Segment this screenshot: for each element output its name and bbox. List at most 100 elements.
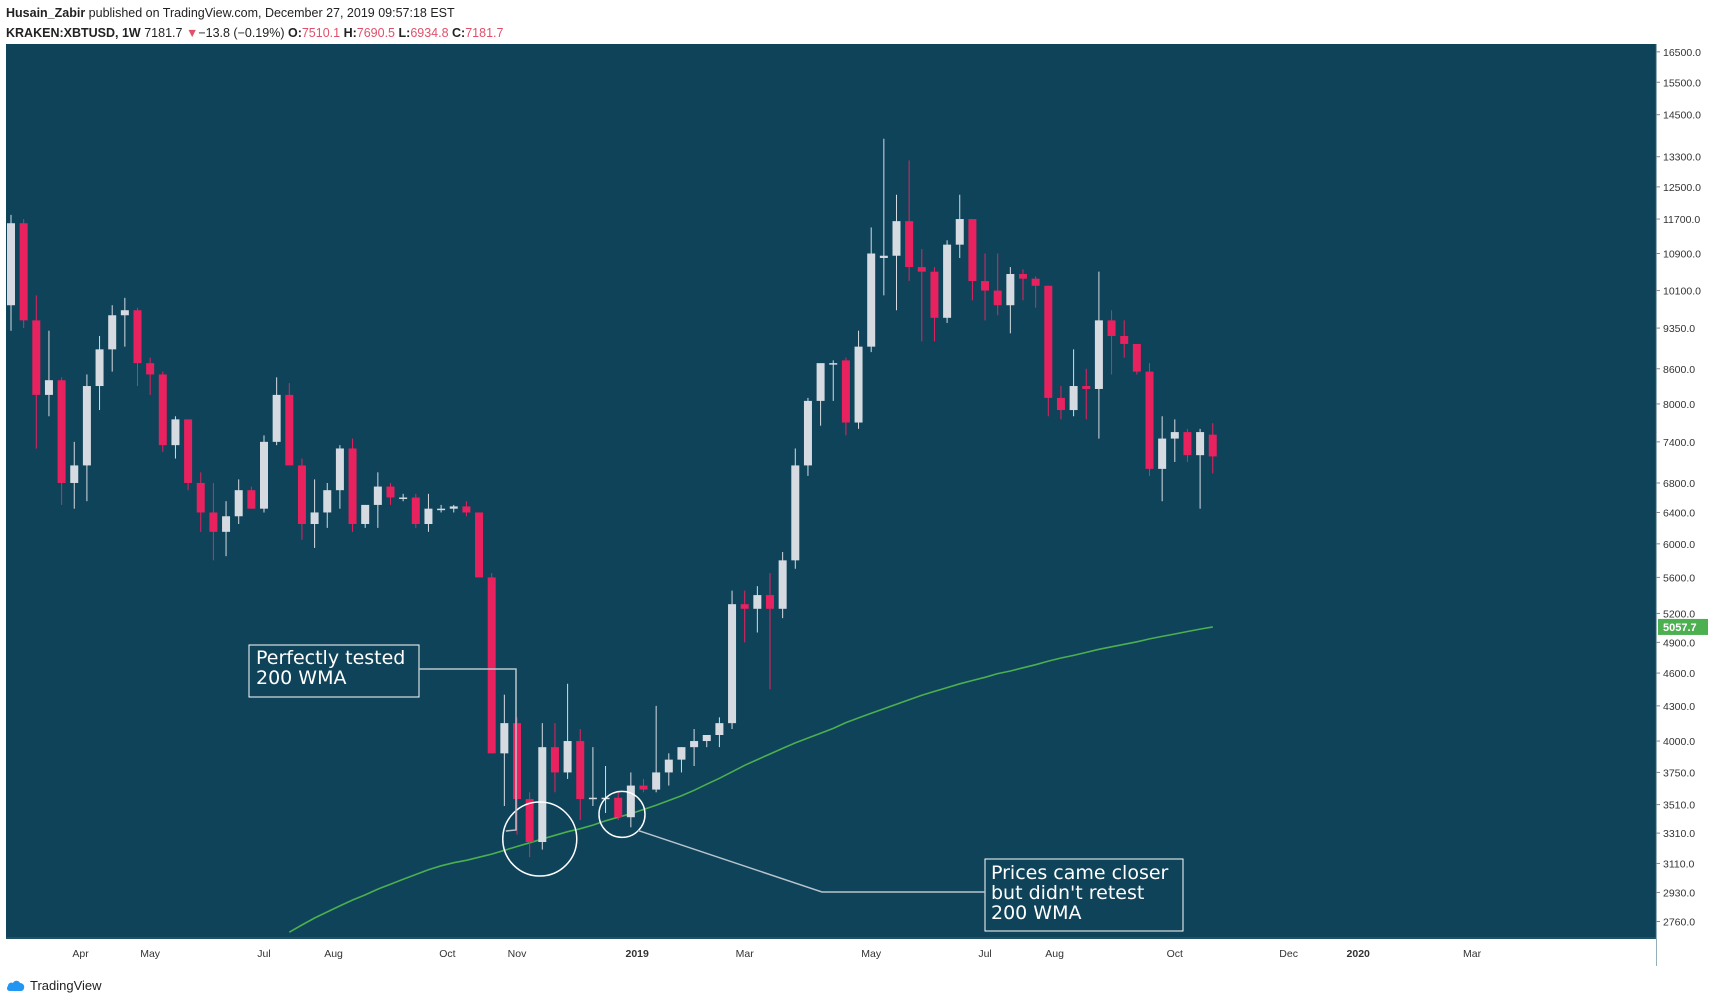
y-tick-label: 2930.0 <box>1663 887 1695 899</box>
wma-200-series <box>288 626 1213 933</box>
y-tick-label: 4600.0 <box>1663 668 1695 680</box>
candle-body-bullish <box>335 448 344 491</box>
y-tick-label: 10100.0 <box>1663 286 1701 298</box>
candle-body-bearish <box>1044 285 1053 398</box>
candle-body-bullish <box>715 723 724 735</box>
candle-body-bearish <box>1120 335 1129 344</box>
candle-body-bullish <box>222 516 231 532</box>
high-label: H: <box>343 26 357 40</box>
candle-body-bearish <box>968 219 977 282</box>
candle-body-bearish <box>209 512 218 532</box>
price-label-bg <box>1658 618 1708 635</box>
x-tick-label: Dec <box>1279 948 1298 960</box>
candle-body-bearish <box>1019 274 1027 279</box>
candle-body-bearish <box>1107 320 1116 336</box>
candle-body-bearish <box>297 465 306 524</box>
x-tick-label: Mar <box>1463 948 1482 960</box>
candle-body-bullish <box>310 512 319 524</box>
candle-body-bearish <box>133 310 142 364</box>
x-axis[interactable]: Apr May Jul Aug Oct Nov 2019 Mar May Jul Aug Oct Dec… <box>6 939 1656 966</box>
annotation-text: but didn't retest <box>991 882 1144 904</box>
candle-body-bullish <box>563 741 572 773</box>
candle-body-bullish <box>677 747 686 760</box>
candle-body-bullish <box>690 741 699 748</box>
x-tick-label: Jul <box>257 948 270 960</box>
y-axis[interactable]: 16500.0 15500.0 14500.0 13300.0 12500.0 11700… <box>1656 44 1722 966</box>
candle-body-bearish <box>487 577 496 754</box>
candle-body-bearish <box>917 267 926 272</box>
x-tick-label: Aug <box>1045 948 1064 960</box>
y-tick-label: 13300.0 <box>1663 152 1701 164</box>
publish-line: Husain_Zabir published on TradingView.co… <box>6 6 455 20</box>
candle-body-bearish <box>285 394 294 466</box>
candle-body-bullish <box>1158 438 1167 469</box>
candle-body-bullish <box>108 315 117 350</box>
y-tick-label: 6400.0 <box>1663 507 1695 519</box>
y-tick-label: 5600.0 <box>1663 572 1695 584</box>
wma-200-line <box>288 626 1213 933</box>
candle-body-bearish <box>32 320 41 395</box>
low-label: L: <box>398 26 411 40</box>
candle-body-bearish <box>184 419 193 483</box>
price-label-text: 5057.7 <box>1663 622 1697 634</box>
annotation-text: Perfectly tested <box>256 647 405 669</box>
y-tick-label: 6800.0 <box>1663 478 1695 490</box>
candle-body-bullish <box>70 465 79 483</box>
candle-body-bullish <box>664 759 673 773</box>
candle-body-bullish <box>652 772 661 790</box>
x-tick-label: Apr <box>72 948 89 960</box>
publish-info: published on TradingView.com, December 2… <box>88 6 455 20</box>
annotation-box <box>248 644 420 698</box>
candle-body-bearish <box>993 290 1002 306</box>
y-tick-label: 4300.0 <box>1663 701 1695 713</box>
candle-body-bullish <box>234 490 243 517</box>
candle-body-bullish <box>424 508 433 524</box>
open-value: 7510.1 <box>301 26 341 40</box>
x-tick-label: Jul <box>978 948 991 960</box>
candle-body-bullish <box>120 310 129 316</box>
x-tick-label: Oct <box>439 948 455 960</box>
plot-area[interactable] <box>6 44 1656 966</box>
candle-body-bullish <box>854 346 863 423</box>
candle-body-bearish <box>930 271 939 318</box>
candle-body-bullish <box>943 244 952 318</box>
footer-brand[interactable]: TradingView <box>6 974 102 996</box>
candle-body-bearish <box>1145 371 1154 469</box>
candle-body-bearish <box>740 604 749 609</box>
y-tick-label: 5200.0 <box>1663 608 1695 620</box>
candle-body-bearish <box>1056 397 1065 411</box>
candle-body-bearish <box>766 595 774 609</box>
candle-body-bearish <box>57 380 66 483</box>
candle-body-bullish <box>892 221 901 256</box>
x-tick-label: May <box>140 948 161 960</box>
annotation-text: 200 WMA <box>256 667 346 689</box>
price-change: −13.8 (−0.19%) <box>198 26 285 40</box>
candle-body-bearish <box>981 281 990 291</box>
annotation-box <box>984 858 1184 932</box>
annotation-connector <box>419 668 517 832</box>
x-axis-panel <box>6 939 1656 966</box>
y-tick-label: 8000.0 <box>1663 399 1695 411</box>
candle-body-bearish <box>639 785 648 790</box>
author-name[interactable]: Husain_Zabir <box>6 6 86 20</box>
chart-header: Husain_Zabir published on TradingView.co… <box>6 4 1706 44</box>
candle-body-bullish <box>753 595 762 609</box>
annotation-circle <box>502 801 578 877</box>
candle-body-bullish <box>728 604 737 724</box>
y-tick-label: 3510.0 <box>1663 800 1695 812</box>
candle-body-bearish <box>475 512 484 578</box>
candle-body-bullish <box>538 747 547 843</box>
candle-body-bearish <box>525 799 534 843</box>
high-value: 7690.5 <box>356 26 396 40</box>
ohlc-line: KRAKEN:XBTUSD, 1W 7181.7 ▼−13.8 (−0.19%)… <box>6 26 503 40</box>
candle-body-bullish <box>361 504 370 524</box>
candle-body-bullish <box>1196 432 1205 456</box>
candle-body-bullish <box>867 253 876 347</box>
candle-body-bullish <box>1069 386 1078 411</box>
candle-body-bearish <box>1208 434 1217 457</box>
candle-body-bullish <box>803 400 812 466</box>
last-price: 7181.7 <box>144 26 183 40</box>
candle-body-bullish <box>1170 432 1179 439</box>
